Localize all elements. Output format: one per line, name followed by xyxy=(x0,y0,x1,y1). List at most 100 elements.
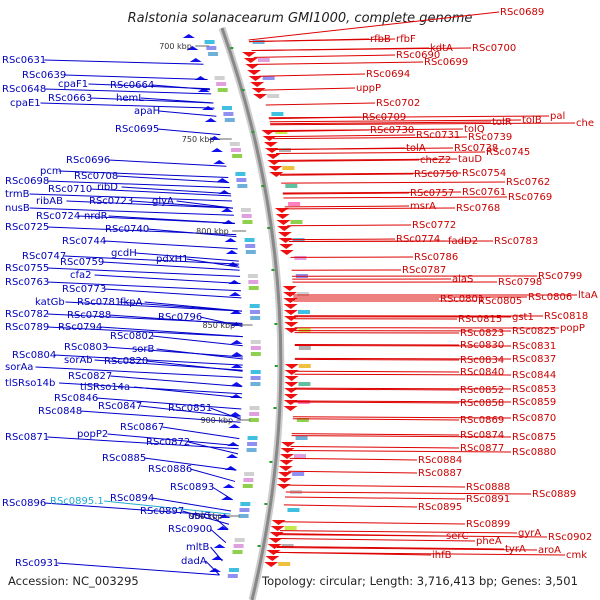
left-gene-label[interactable]: RSc0931 xyxy=(15,558,59,569)
right-gene-label[interactable]: RSc0877 xyxy=(460,443,504,454)
left-gene-label[interactable]: RSc0893 xyxy=(170,482,214,493)
right-gene-label[interactable]: RSc0818 xyxy=(544,311,588,322)
right-gene-label[interactable]: RSc0889 xyxy=(532,489,576,500)
right-gene-label[interactable]: RSc0880 xyxy=(512,447,556,458)
right-gene-label[interactable]: RSc0895 xyxy=(418,502,462,513)
right-gene-label[interactable]: RSc0730 xyxy=(370,125,414,136)
right-gene-label[interactable]: RSc0884 xyxy=(418,455,462,466)
right-gene-label[interactable]: RSc0830 xyxy=(460,340,504,351)
right-gene-label[interactable]: RSc0902 xyxy=(548,532,592,543)
left-gene-label[interactable]: cfa2 xyxy=(70,270,92,281)
left-gene-label[interactable]: RSc0695 xyxy=(115,124,159,135)
right-gene-label[interactable]: tolR xyxy=(492,117,512,128)
right-gene-label[interactable]: RSc0806 xyxy=(528,292,572,303)
left-gene-label[interactable]: fkpA xyxy=(120,297,143,308)
right-gene-label[interactable]: RSc0690 xyxy=(396,50,440,61)
right-gene-label[interactable]: RSc0888 xyxy=(466,482,510,493)
right-gene-label[interactable]: cmk xyxy=(566,550,587,561)
right-gene-label[interactable]: ihfB xyxy=(432,550,452,561)
left-gene-label[interactable]: RSc0804 xyxy=(12,350,56,361)
left-gene-label[interactable]: RSc0895.1 xyxy=(50,496,104,507)
right-gene-label[interactable]: uppP xyxy=(356,83,381,94)
right-gene-label[interactable]: RSc0762 xyxy=(506,177,550,188)
left-gene-label[interactable]: RSc0896 xyxy=(2,498,46,509)
left-gene-label[interactable]: RSc0827 xyxy=(68,371,112,382)
left-gene-label[interactable]: RSc0724 xyxy=(36,211,80,222)
left-gene-label[interactable]: trmB xyxy=(5,189,30,200)
right-gene-label[interactable]: RSc0787 xyxy=(402,265,446,276)
right-gene-label[interactable]: RSc0750 xyxy=(414,169,458,180)
right-gene-label[interactable]: RSc0859 xyxy=(512,397,556,408)
left-gene-label[interactable]: RSc0794 xyxy=(58,322,102,333)
right-gene-label[interactable]: RSc0834 xyxy=(460,355,504,366)
left-gene-label[interactable]: RSc0740 xyxy=(105,224,149,235)
left-gene-label[interactable]: RSc0723 xyxy=(89,196,133,207)
right-gene-label[interactable]: RSc0731 xyxy=(416,130,460,141)
left-gene-label[interactable]: nusB xyxy=(5,203,30,214)
right-gene-label[interactable]: RSc0757 xyxy=(410,188,454,199)
left-gene-label[interactable]: RSc0867 xyxy=(120,422,164,433)
left-gene-label[interactable]: RSc0871 xyxy=(5,432,49,443)
right-gene-label[interactable]: cheZ2 xyxy=(420,155,451,166)
right-gene-label[interactable]: RSc0870 xyxy=(512,413,556,424)
right-gene-label[interactable]: RSc0702 xyxy=(376,98,420,109)
right-gene-label[interactable]: RSc0745 xyxy=(486,147,530,158)
left-gene-label[interactable]: RSc0846 xyxy=(54,393,98,404)
left-gene-label[interactable]: popP2 xyxy=(77,429,108,440)
right-gene-label[interactable]: RSc0768 xyxy=(456,203,500,214)
right-gene-label[interactable]: RSc0831 xyxy=(512,341,556,352)
right-gene-label[interactable]: RSc0783 xyxy=(494,236,538,247)
left-gene-label[interactable]: RSc0803 xyxy=(64,342,108,353)
right-gene-label[interactable]: RSc0899 xyxy=(466,519,510,530)
right-gene-label[interactable]: RSc0825 xyxy=(512,326,556,337)
right-gene-label[interactable]: RSc0869 xyxy=(460,415,504,426)
right-gene-label[interactable]: msrA xyxy=(410,201,436,212)
left-gene-label[interactable]: katGb xyxy=(35,297,65,308)
right-gene-label[interactable]: RSc0837 xyxy=(512,354,556,365)
right-gene-label[interactable]: RSc0874 xyxy=(460,430,504,441)
left-gene-label[interactable]: pdxH1 xyxy=(156,254,189,265)
left-gene-label[interactable]: sorAa xyxy=(5,362,33,373)
right-gene-label[interactable]: rfbF xyxy=(396,34,416,45)
right-gene-label[interactable]: serC xyxy=(446,531,468,542)
left-gene-label[interactable]: RSc0648 xyxy=(2,84,46,95)
right-gene-label[interactable]: RSc0774 xyxy=(396,234,440,245)
left-gene-label[interactable]: cpaE1 xyxy=(10,98,41,109)
left-gene-label[interactable]: RSc0802 xyxy=(110,331,154,342)
left-gene-label[interactable]: RSc0796 xyxy=(158,312,202,323)
right-gene-label[interactable]: tolB xyxy=(522,115,542,126)
left-gene-label[interactable]: RSc0710 xyxy=(48,184,92,195)
right-gene-label[interactable]: RSc0738 xyxy=(454,143,498,154)
right-gene-label[interactable]: RSc0798 xyxy=(498,277,542,288)
right-gene-label[interactable]: RSc0858 xyxy=(460,398,504,409)
left-gene-label[interactable]: RSc0788 xyxy=(67,310,111,321)
right-gene-label[interactable]: ltaA xyxy=(578,290,598,301)
right-gene-label[interactable]: kdtA xyxy=(430,43,453,54)
left-gene-label[interactable]: tlSRso14a xyxy=(80,382,130,393)
left-gene-label[interactable]: RSc0820 xyxy=(104,356,148,367)
left-gene-label[interactable]: RSc0886 xyxy=(148,464,192,475)
right-gene-label[interactable]: tyrA xyxy=(505,544,526,555)
right-gene-label[interactable]: RSc0786 xyxy=(414,252,458,263)
left-gene-label[interactable]: RSc0755 xyxy=(5,263,49,274)
left-gene-label[interactable]: sorB xyxy=(132,344,154,355)
right-gene-label[interactable]: RSc0875 xyxy=(512,432,556,443)
right-gene-label[interactable]: RSc0823 xyxy=(460,328,504,339)
left-gene-label[interactable]: tlSRso14b xyxy=(5,378,55,389)
left-gene-label[interactable]: sorAb xyxy=(64,355,93,366)
right-gene-label[interactable]: RSc0805 xyxy=(478,296,522,307)
left-gene-label[interactable]: hemL xyxy=(116,93,144,104)
right-gene-label[interactable]: RSc0852 xyxy=(460,385,504,396)
left-gene-label[interactable]: RSc0894 xyxy=(110,493,154,504)
left-gene-label[interactable]: RSc0696 xyxy=(66,155,110,166)
right-gene-label[interactable]: che xyxy=(576,118,594,129)
left-gene-label[interactable]: RSc0897 xyxy=(140,506,184,517)
left-gene-label[interactable]: RSc0763 xyxy=(5,277,49,288)
right-gene-label[interactable]: tolQ xyxy=(464,124,485,135)
right-gene-label[interactable]: RSc0815 xyxy=(458,314,502,325)
right-gene-label[interactable]: RSc0754 xyxy=(462,168,506,179)
right-gene-label[interactable]: aroA xyxy=(538,545,561,556)
right-gene-label[interactable]: RSc0689 xyxy=(500,7,544,18)
right-gene-label[interactable]: RSc0887 xyxy=(418,468,462,479)
left-gene-label[interactable]: RSc0698 xyxy=(5,176,49,187)
